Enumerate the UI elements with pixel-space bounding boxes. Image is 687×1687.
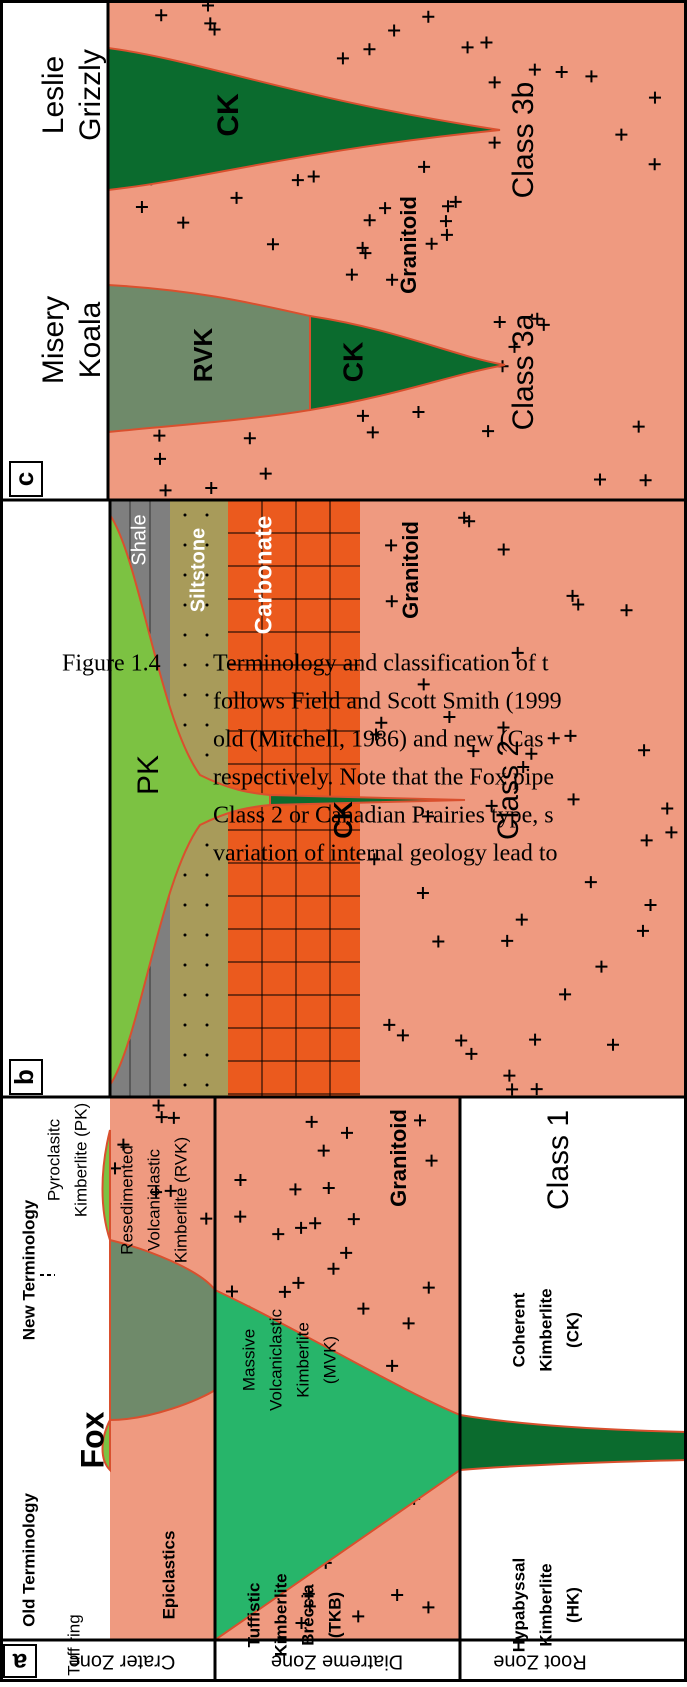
caption-line: follows Field and Scott Smith (1999 [213, 689, 562, 715]
unit-label: Massive [239, 1329, 258, 1391]
zone-label: Crater Zone [69, 1651, 176, 1673]
silt-dot [184, 574, 187, 577]
silt-dot [206, 964, 209, 967]
caption-line: old (Mitchell, 1986) and new (Cas [213, 727, 544, 753]
caption-line: respectively. Note that the Fox pipe [213, 765, 554, 791]
pipe-name: Leslie [37, 56, 70, 134]
silt-dot [206, 904, 209, 907]
silt-dot [206, 1054, 209, 1057]
caption-line: variation of internal geology lead to [213, 841, 558, 867]
class-label: Class 3a [507, 313, 540, 430]
silt-dot [184, 724, 187, 727]
pipe-name: Koala [74, 301, 107, 378]
silt-dot [206, 844, 209, 847]
silt-dot [184, 604, 187, 607]
silt-dot [206, 724, 209, 727]
unit-label: RVK [188, 328, 218, 383]
unit-label: Kimberlite (RVK) [171, 1137, 190, 1263]
page: Leslie Grizzly Misery Koala c CK RVK CK … [0, 0, 687, 1682]
zone-label: Root Zone [493, 1651, 586, 1673]
zone-label: Diatreme Zone [271, 1651, 403, 1673]
unit-label: Kimberlite [536, 1288, 555, 1371]
silt-dot [184, 904, 187, 907]
layer-label: Granitoid [398, 521, 423, 619]
pipe-name: Grizzly [74, 49, 107, 141]
silt-dot [184, 694, 187, 697]
unit-label: (HK) [563, 1587, 582, 1623]
unit-label: Tuffistic [244, 1583, 263, 1648]
unit-label: Pyroclasitc [44, 1118, 63, 1201]
unit-label: Granitoid [396, 196, 421, 294]
pipe-name: Misery [37, 296, 70, 384]
unit-label: Kimberlite [271, 1573, 290, 1656]
figure: Leslie Grizzly Misery Koala c CK RVK CK … [0, 0, 687, 1682]
silt-dot [184, 994, 187, 997]
header: New Terminology [19, 1199, 38, 1340]
unit-label: Kimberlite [536, 1563, 555, 1646]
unit-label: Coherent [509, 1292, 528, 1367]
unit-label: Volcaniclastic [266, 1308, 285, 1411]
unit-label: Hypabyssal [509, 1558, 528, 1653]
layer-label: Carbonate [250, 516, 277, 635]
pipe-name: Fox [74, 1411, 110, 1468]
silt-dot [206, 994, 209, 997]
unit-label: CK [337, 342, 368, 382]
silt-dot [206, 874, 209, 877]
silt-dot [206, 754, 209, 757]
caption-line: Terminology and classification of t [213, 651, 549, 677]
class-label: Class 3b [507, 82, 540, 199]
silt-dot [206, 1084, 209, 1087]
unit-label: Volcaniclastic [144, 1148, 163, 1251]
unit-label: Epiclastics [159, 1531, 178, 1620]
unit-label: (TKB) [325, 1592, 344, 1638]
silt-dot [184, 874, 187, 877]
unit-label: Kimberlite [293, 1322, 312, 1398]
caption-line: Class 2 or Canadian Prairies type, s [213, 803, 554, 829]
silt-dot [184, 1054, 187, 1057]
silt-dot [206, 694, 209, 697]
panel-label: c [9, 472, 39, 486]
silt-dot [206, 634, 209, 637]
silt-dot [184, 964, 187, 967]
panel-label: b [9, 1069, 39, 1085]
class-label: Class 1 [542, 1110, 575, 1210]
unit-label: CK [212, 93, 245, 137]
silt-dot [184, 664, 187, 667]
panel-label: a [12, 1648, 27, 1678]
unit-label: PK [132, 755, 165, 795]
silt-dot [206, 934, 209, 937]
silt-dot [206, 1024, 209, 1027]
silt-dot [184, 1084, 187, 1087]
unit-label: Granitoid [386, 1109, 411, 1207]
layer-label: Shale [128, 514, 150, 565]
silt-dot [184, 514, 187, 517]
silt-dot [184, 634, 187, 637]
caption-label: Figure 1.4 [62, 651, 161, 677]
unit-label: Kimberlite (PK) [71, 1103, 90, 1217]
header: Old Terminology [19, 1493, 38, 1627]
silt-dot [206, 514, 209, 517]
unit-label: (MVK) [320, 1336, 339, 1384]
silt-dot [184, 544, 187, 547]
unit-label: Breccia [298, 1584, 317, 1646]
ck-root [460, 1415, 687, 1470]
layer-label: Siltstone [187, 528, 209, 612]
silt-dot [184, 1024, 187, 1027]
silt-dot [184, 934, 187, 937]
unit-label: Resedimented [117, 1145, 136, 1255]
unit-label: (CK) [563, 1312, 582, 1348]
silt-dot [206, 664, 209, 667]
